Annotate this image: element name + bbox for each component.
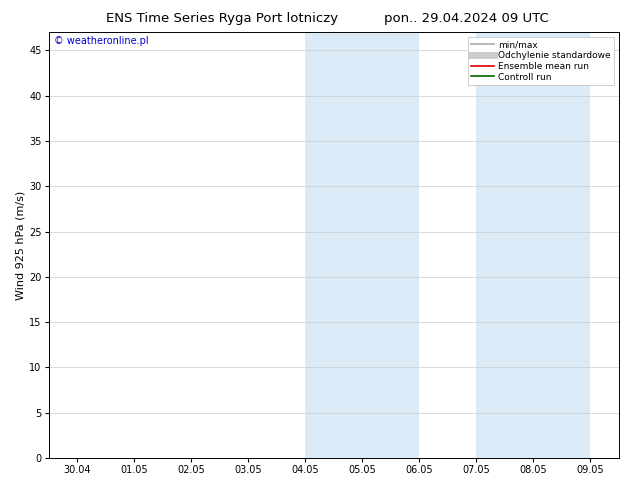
Text: ENS Time Series Ryga Port lotniczy: ENS Time Series Ryga Port lotniczy [106,12,338,25]
Bar [533,32,590,458]
Bar [306,32,362,458]
Bar [362,32,419,458]
Y-axis label: Wind 925 hPa (m/s): Wind 925 hPa (m/s) [15,191,25,300]
Text: © weatheronline.pl: © weatheronline.pl [55,36,149,47]
Bar [476,32,533,458]
Legend: min/max, Odchylenie standardowe, Ensemble mean run, Controll run: min/max, Odchylenie standardowe, Ensembl… [467,37,614,85]
Text: pon.. 29.04.2024 09 UTC: pon.. 29.04.2024 09 UTC [384,12,548,25]
